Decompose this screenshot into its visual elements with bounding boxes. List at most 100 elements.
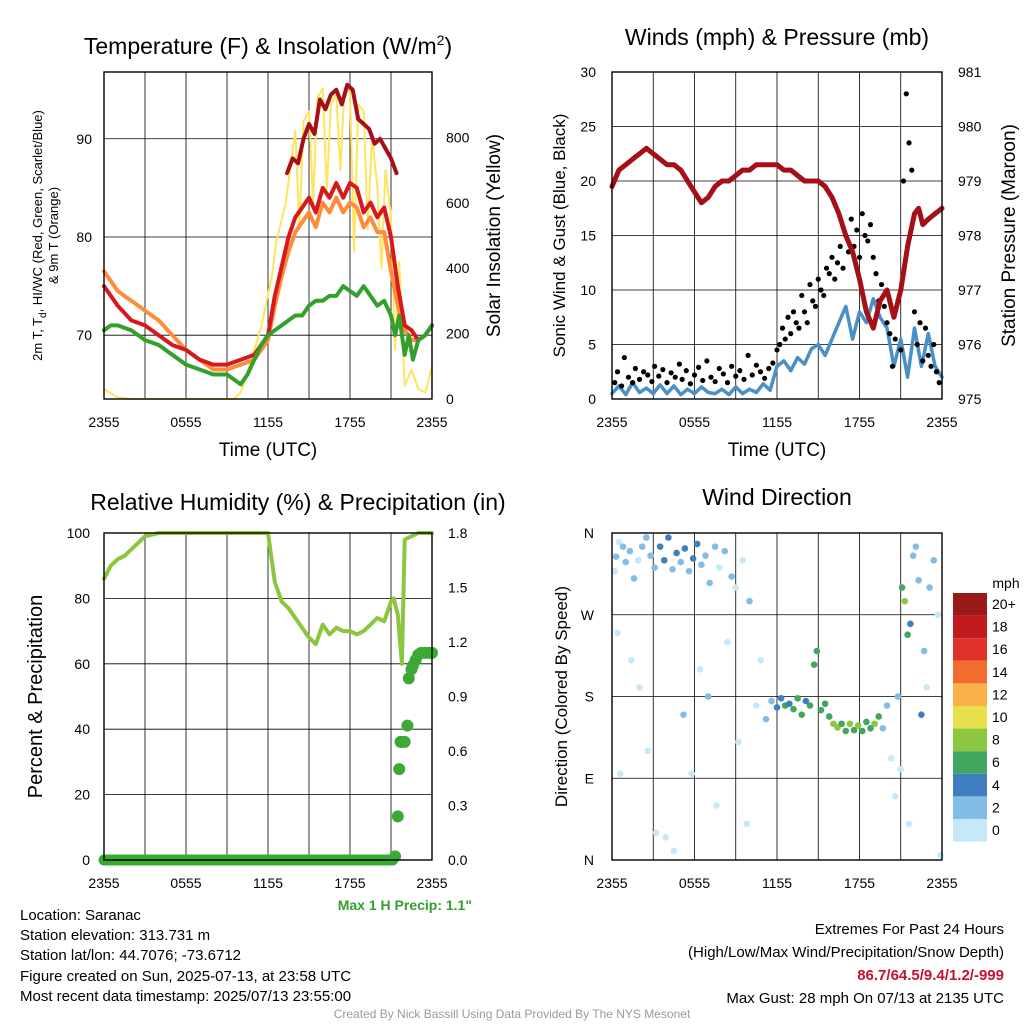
y-axis-label-left: 2m T, Td, HI/WC (Red, Green, Scarlet/Blu… — [30, 110, 49, 361]
gust-point — [898, 347, 904, 353]
gust-point — [821, 292, 827, 299]
x-tick-label: 0555 — [170, 875, 201, 891]
pressure-line — [609, 145, 945, 331]
direction-point — [871, 720, 878, 728]
gust-point — [664, 380, 670, 386]
direction-point — [883, 702, 891, 709]
direction-point — [651, 564, 658, 571]
direction-point — [887, 754, 895, 762]
y-axis-label-part: , HI/WC (Red, Green, Scarlet/Blue) — [30, 110, 45, 312]
gust-point — [656, 373, 662, 379]
gust-point — [687, 381, 693, 387]
y-tick-label-left: 25 — [580, 119, 596, 135]
gust-point — [636, 376, 643, 382]
direction-point — [612, 553, 620, 560]
gust-point — [696, 364, 702, 370]
gust-point — [840, 265, 846, 271]
direction-point — [777, 695, 785, 702]
gust-point — [632, 365, 638, 372]
direction-point — [638, 543, 646, 550]
y-tick-label-right: 980 — [958, 119, 982, 135]
x-tick-label: 1755 — [334, 875, 365, 891]
heat-index-line — [102, 181, 434, 367]
gust-point — [933, 369, 940, 375]
gust-point — [708, 374, 714, 380]
direction-point — [907, 620, 914, 628]
direction-point — [680, 711, 687, 718]
chart-title-close: ) — [444, 33, 452, 59]
direction-point — [685, 567, 693, 575]
gust-point — [700, 377, 706, 384]
gust-point — [936, 380, 942, 386]
direction-point — [614, 629, 621, 637]
legend-swatch — [953, 593, 987, 616]
chart-title-sup: 2 — [437, 32, 445, 48]
direction-point — [806, 702, 814, 709]
y-axis-label-right: Solar Insolation (Yellow) — [484, 134, 505, 337]
y-tick-label-right: 600 — [446, 195, 470, 211]
gust-point — [614, 369, 621, 375]
extremes-subtitle: (High/Low/Max Wind/Precipitation/Snow De… — [688, 944, 1004, 961]
x-tick-label: 0555 — [170, 414, 201, 430]
gust-point — [741, 376, 747, 382]
legend-swatch — [953, 773, 987, 797]
gust-point — [881, 303, 887, 309]
direction-point — [918, 711, 925, 718]
gust-point — [660, 366, 666, 373]
gust-point — [909, 167, 915, 173]
legend-swatch — [953, 683, 987, 706]
gust-point — [878, 281, 885, 288]
y-tick-label-left: 20 — [74, 787, 90, 803]
direction-point — [923, 684, 931, 691]
gust-point — [810, 298, 816, 304]
direction-point — [615, 538, 623, 546]
x-axis-label: Time (UTC) — [219, 440, 318, 461]
direction-point — [934, 611, 942, 619]
gust-point — [612, 380, 618, 386]
gust-point — [641, 369, 647, 375]
panel-2: 2355 0555 1155 1755 2355 Time (UTC) 0 5 10 15 20 25… — [550, 24, 1020, 461]
legend-label: 12 — [992, 686, 1008, 702]
y-axis-label-part: 2m T, T — [30, 318, 45, 361]
x-tick-label: 1155 — [253, 875, 283, 891]
plot-frame — [103, 71, 433, 400]
direction-point — [728, 573, 735, 580]
gust-point — [931, 341, 937, 348]
x-tick-label: 2355 — [88, 414, 119, 430]
x-tick-label: 2355 — [926, 875, 957, 891]
direction-point — [660, 556, 668, 564]
direction-point — [920, 647, 928, 655]
gust-point — [859, 211, 865, 217]
location-text: Location: Saranac — [20, 907, 141, 924]
y-tick-label-left: 80 — [74, 590, 90, 606]
direction-point — [724, 638, 731, 646]
gust-point — [652, 363, 658, 369]
y-tick-label-left: 10 — [580, 282, 596, 298]
y-tick-label-right: 1.8 — [448, 525, 468, 541]
direction-point — [817, 706, 825, 714]
gust-point — [884, 320, 890, 326]
legend-label: 18 — [992, 619, 1008, 635]
y-axis-label-left: Percent & Precipitation — [25, 595, 47, 798]
y-tick-label-right: 200 — [446, 326, 470, 342]
direction-point — [905, 820, 913, 827]
gust-point — [790, 309, 797, 315]
temperature-line — [285, 82, 399, 176]
direction-point — [854, 722, 862, 729]
y-tick-label-left: W — [581, 607, 595, 623]
direction-point — [634, 556, 642, 564]
y-tick-label-left: 30 — [580, 64, 596, 80]
direction-point — [912, 543, 920, 550]
x-tick-label: 1755 — [844, 875, 875, 891]
y-axis-label-right: Station Pressure (Maroon) — [999, 124, 1020, 347]
gust-point — [729, 363, 735, 369]
gust-point — [818, 287, 824, 293]
direction-point — [652, 829, 660, 837]
gust-point — [856, 254, 863, 260]
extremes-info: Extremes For Past 24 Hours (High/Low/Max… — [688, 918, 1004, 1010]
legend-swatch — [953, 751, 987, 774]
direction-point — [669, 566, 676, 573]
direction-point — [616, 770, 624, 778]
direction-point — [636, 684, 643, 691]
precip-point — [401, 719, 414, 732]
